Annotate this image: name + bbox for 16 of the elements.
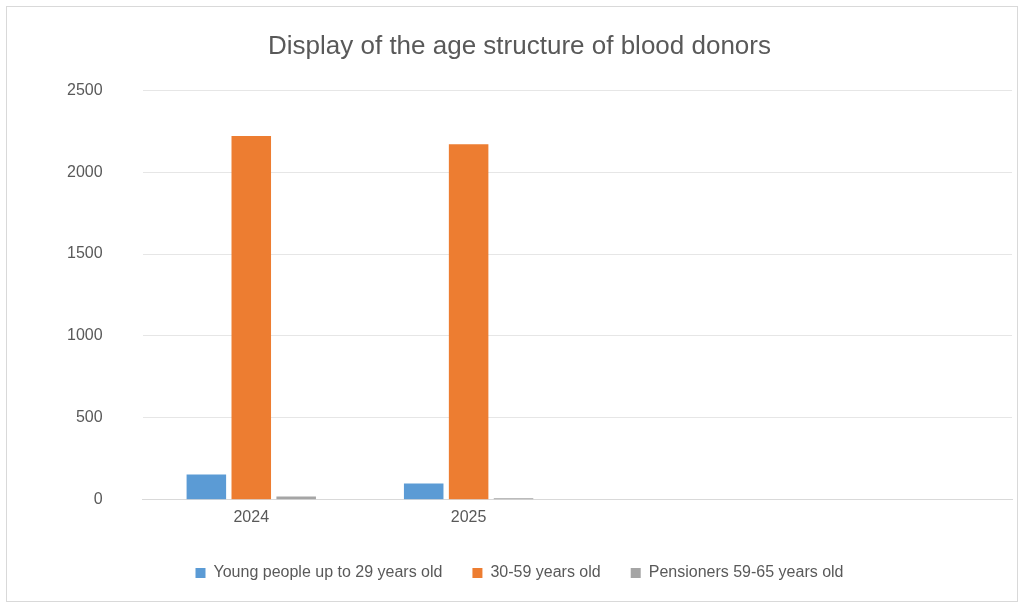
y-tick-label: 500 xyxy=(75,408,103,426)
y-tick-label: 0 xyxy=(93,490,103,508)
x-tick-label: 2025 xyxy=(450,507,487,525)
y-tick-label: 2500 xyxy=(67,80,103,98)
y-tick-label: 1000 xyxy=(67,326,103,344)
bar xyxy=(186,474,227,500)
legend-label: Young people up to 29 years old xyxy=(213,563,443,581)
legend-label: Pensioners 59-65 years old xyxy=(648,563,844,581)
y-tick-label: 1500 xyxy=(67,244,103,262)
legend-label: 30-59 years old xyxy=(490,563,601,581)
bar xyxy=(231,136,272,500)
chart-title: Display of the age structure of blood donors xyxy=(268,29,771,60)
bar xyxy=(448,144,489,500)
bar xyxy=(403,483,444,500)
y-tick-label: 2000 xyxy=(67,162,103,180)
x-tick-label: 2024 xyxy=(233,507,270,525)
